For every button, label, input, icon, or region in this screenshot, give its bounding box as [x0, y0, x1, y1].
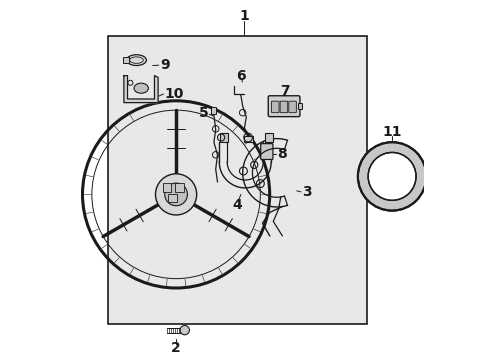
Text: 11: 11	[382, 126, 401, 139]
Ellipse shape	[134, 83, 148, 93]
FancyBboxPatch shape	[297, 103, 302, 109]
FancyBboxPatch shape	[280, 101, 287, 113]
Text: 6: 6	[236, 69, 245, 82]
Text: 10: 10	[164, 87, 183, 100]
FancyBboxPatch shape	[168, 194, 177, 202]
Text: 5: 5	[198, 107, 208, 120]
Text: 3: 3	[302, 185, 311, 198]
FancyBboxPatch shape	[220, 133, 227, 142]
Circle shape	[164, 183, 187, 206]
Text: 9: 9	[160, 58, 169, 72]
Text: 7: 7	[280, 84, 289, 98]
Text: 8: 8	[277, 147, 286, 161]
Text: 1: 1	[239, 9, 249, 23]
FancyBboxPatch shape	[264, 133, 272, 142]
FancyBboxPatch shape	[123, 57, 128, 63]
Bar	[107, 36, 366, 324]
FancyBboxPatch shape	[260, 144, 272, 159]
Text: 4: 4	[232, 198, 242, 212]
Circle shape	[155, 174, 196, 215]
Circle shape	[180, 325, 189, 335]
Ellipse shape	[126, 55, 146, 66]
FancyBboxPatch shape	[268, 96, 299, 117]
Text: 2: 2	[171, 342, 181, 355]
FancyBboxPatch shape	[244, 136, 253, 142]
FancyBboxPatch shape	[175, 183, 183, 192]
FancyBboxPatch shape	[288, 101, 296, 113]
FancyBboxPatch shape	[271, 101, 279, 113]
FancyBboxPatch shape	[211, 107, 216, 114]
FancyBboxPatch shape	[163, 183, 171, 192]
Wedge shape	[357, 142, 426, 211]
Polygon shape	[123, 76, 158, 103]
